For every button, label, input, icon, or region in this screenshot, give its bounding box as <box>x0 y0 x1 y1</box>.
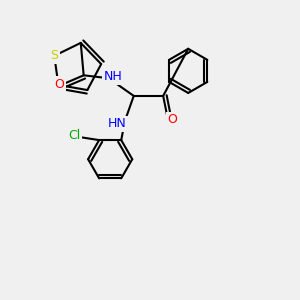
Text: NH: NH <box>104 70 122 83</box>
Text: O: O <box>55 78 64 91</box>
Text: Cl: Cl <box>69 129 81 142</box>
Text: S: S <box>50 49 58 62</box>
Text: HN: HN <box>108 117 127 130</box>
Text: O: O <box>167 113 177 126</box>
